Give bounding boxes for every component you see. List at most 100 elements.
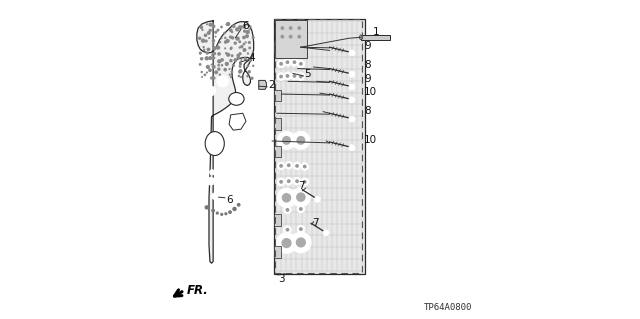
Circle shape	[301, 178, 308, 186]
Circle shape	[223, 77, 225, 79]
Circle shape	[208, 68, 212, 72]
Circle shape	[214, 70, 218, 74]
Circle shape	[278, 131, 296, 149]
Bar	[274, 41, 281, 52]
Circle shape	[207, 31, 211, 35]
Circle shape	[219, 74, 221, 76]
Circle shape	[278, 33, 286, 41]
Circle shape	[279, 164, 283, 168]
Bar	[274, 118, 281, 130]
Text: 8: 8	[364, 106, 371, 116]
Circle shape	[202, 46, 205, 48]
Circle shape	[224, 47, 226, 49]
Circle shape	[293, 162, 301, 170]
Circle shape	[232, 64, 235, 67]
Circle shape	[299, 227, 303, 231]
Circle shape	[205, 205, 209, 210]
Circle shape	[279, 62, 283, 66]
Circle shape	[301, 163, 308, 170]
Circle shape	[299, 207, 303, 211]
Circle shape	[239, 46, 241, 49]
Circle shape	[240, 45, 243, 48]
Circle shape	[225, 62, 229, 66]
Circle shape	[219, 41, 221, 43]
Circle shape	[216, 45, 220, 50]
Circle shape	[202, 29, 204, 31]
Text: 7: 7	[298, 181, 305, 191]
Circle shape	[282, 238, 292, 248]
Circle shape	[221, 64, 223, 66]
Circle shape	[212, 193, 218, 199]
Circle shape	[245, 30, 250, 34]
Circle shape	[244, 41, 247, 43]
Text: 9: 9	[364, 41, 371, 51]
Circle shape	[225, 39, 230, 43]
Circle shape	[235, 27, 239, 32]
Text: 5: 5	[304, 69, 310, 79]
Ellipse shape	[205, 132, 224, 156]
Circle shape	[206, 23, 208, 25]
Circle shape	[246, 64, 250, 67]
Circle shape	[248, 47, 252, 49]
Circle shape	[216, 29, 220, 32]
Circle shape	[277, 73, 285, 80]
Circle shape	[210, 170, 215, 175]
Circle shape	[220, 213, 223, 216]
Circle shape	[298, 35, 301, 39]
Circle shape	[239, 52, 242, 56]
Circle shape	[291, 58, 298, 66]
Circle shape	[200, 57, 204, 61]
Circle shape	[315, 197, 320, 202]
Circle shape	[231, 31, 234, 33]
Circle shape	[250, 77, 253, 80]
Circle shape	[212, 56, 216, 59]
Circle shape	[223, 68, 227, 71]
Circle shape	[205, 52, 209, 55]
Circle shape	[289, 35, 292, 39]
Circle shape	[248, 28, 250, 30]
Circle shape	[234, 58, 237, 62]
Bar	[274, 90, 281, 101]
Circle shape	[285, 60, 289, 64]
Text: 8: 8	[364, 60, 371, 70]
Circle shape	[208, 37, 210, 39]
Circle shape	[205, 56, 209, 61]
Circle shape	[212, 25, 216, 28]
Polygon shape	[197, 21, 253, 263]
Circle shape	[229, 28, 233, 32]
Text: TP64A0800: TP64A0800	[424, 303, 472, 312]
Circle shape	[296, 192, 306, 202]
Circle shape	[279, 180, 283, 184]
Circle shape	[220, 182, 225, 188]
Circle shape	[230, 54, 234, 57]
Circle shape	[225, 52, 227, 54]
Circle shape	[217, 59, 221, 63]
Circle shape	[230, 47, 232, 50]
Circle shape	[212, 65, 216, 69]
Circle shape	[297, 60, 305, 68]
Circle shape	[198, 37, 202, 40]
Circle shape	[242, 36, 246, 39]
Bar	[274, 19, 365, 274]
Circle shape	[212, 52, 216, 56]
Circle shape	[208, 56, 212, 60]
Circle shape	[217, 67, 221, 71]
Circle shape	[297, 205, 305, 213]
Circle shape	[225, 23, 228, 26]
Circle shape	[224, 212, 227, 215]
Circle shape	[243, 24, 246, 27]
Circle shape	[199, 51, 202, 55]
Circle shape	[252, 65, 254, 67]
Circle shape	[250, 26, 252, 27]
Circle shape	[240, 76, 242, 78]
Circle shape	[204, 33, 207, 37]
Circle shape	[226, 22, 230, 26]
Circle shape	[247, 52, 249, 55]
Circle shape	[237, 56, 240, 60]
Circle shape	[232, 207, 237, 211]
Text: 3: 3	[278, 274, 285, 284]
Circle shape	[209, 29, 212, 32]
Circle shape	[277, 60, 285, 68]
Circle shape	[349, 71, 355, 77]
Circle shape	[293, 177, 301, 185]
